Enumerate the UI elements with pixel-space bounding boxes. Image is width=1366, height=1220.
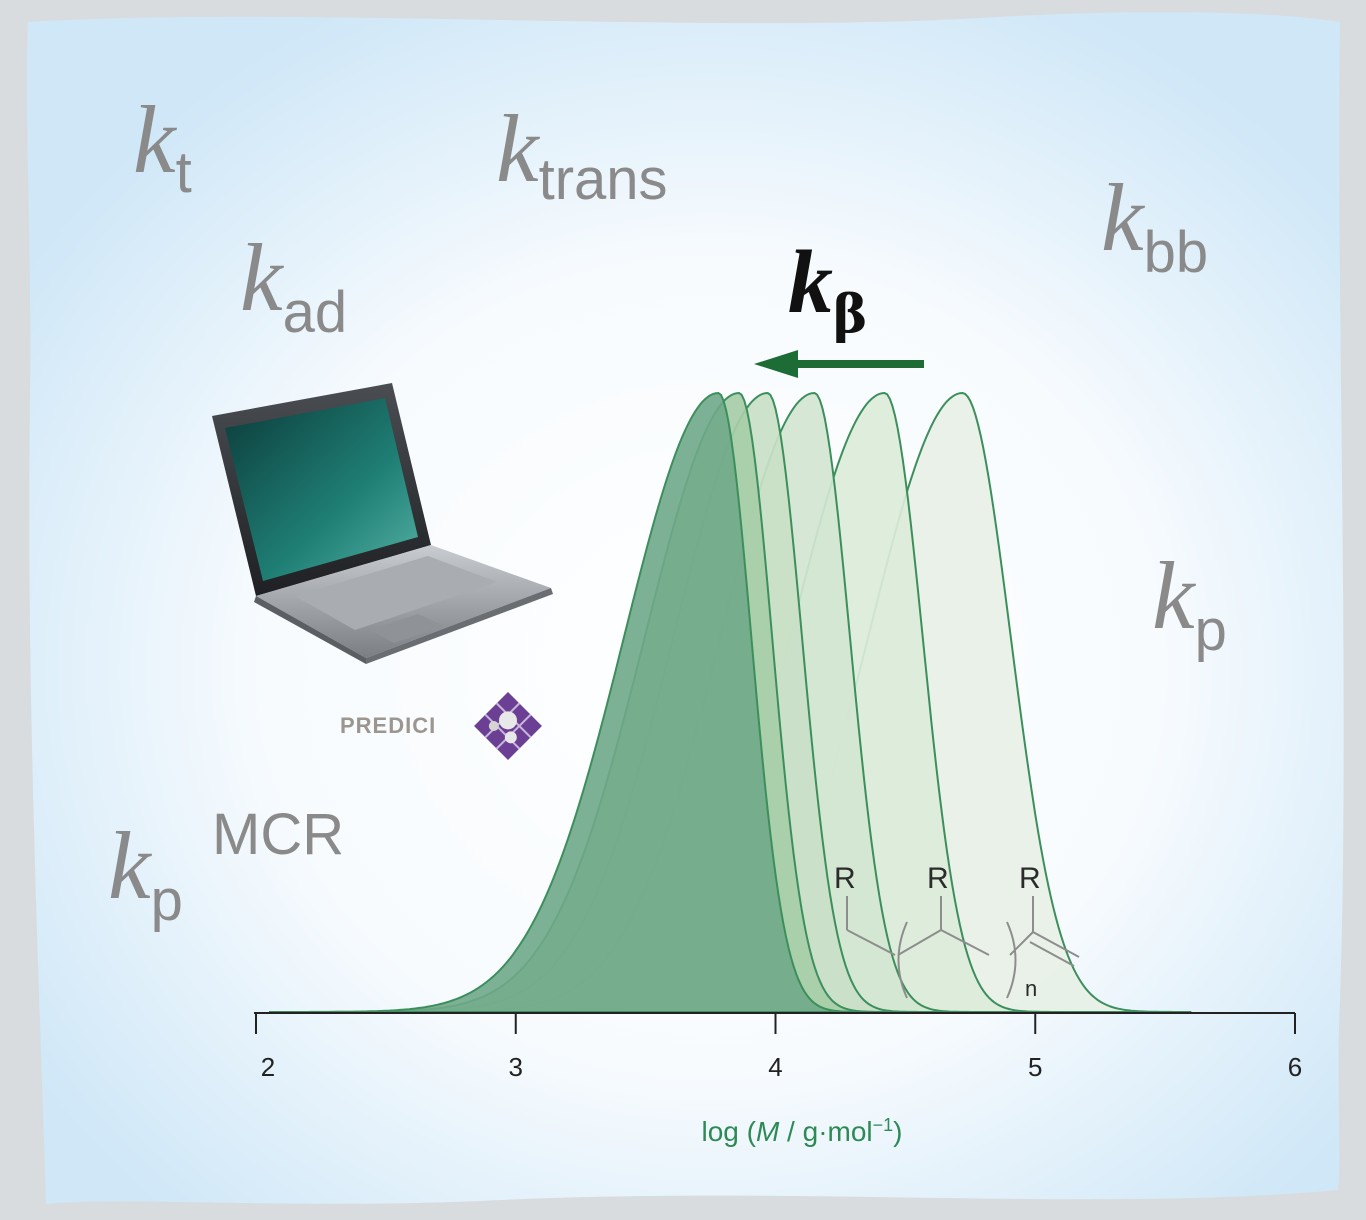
label-kp-mcr: kp MCR — [108, 802, 345, 933]
laptop-icon — [212, 383, 553, 664]
x-tick-label-1: 3 — [509, 1052, 523, 1082]
substituent-r1: R — [834, 862, 856, 895]
x-tick-label-4: 6 — [1288, 1052, 1302, 1082]
label-kbeta: kβ — [788, 233, 868, 345]
label-kt: kt — [133, 86, 192, 205]
label-kp: kp — [1152, 542, 1227, 663]
x-axis-ticks: 2 3 4 5 6 — [255, 1013, 1302, 1082]
repeat-index: n — [1025, 976, 1037, 1001]
label-kbb: kbb — [1101, 164, 1209, 285]
distribution-curves — [269, 391, 1192, 1013]
substituent-r2: R — [927, 862, 949, 895]
polymer-structure — [846, 896, 1080, 999]
label-ktrans: ktrans — [496, 95, 668, 212]
label-kad: kad — [240, 224, 348, 345]
x-axis: 2 3 4 5 6 — [254, 1012, 1302, 1082]
x-axis-label: log (M / g·mol−1) — [701, 1115, 902, 1147]
predici-branding: PREDICI — [340, 713, 436, 739]
predici-name: PREDICI — [340, 713, 437, 738]
substituent-r3: R — [1019, 862, 1041, 895]
x-tick-label-2: 4 — [768, 1052, 782, 1082]
k-beta-arrow — [754, 350, 924, 378]
x-tick-label-3: 5 — [1028, 1052, 1042, 1082]
x-tick-label-0: 2 — [261, 1052, 275, 1082]
